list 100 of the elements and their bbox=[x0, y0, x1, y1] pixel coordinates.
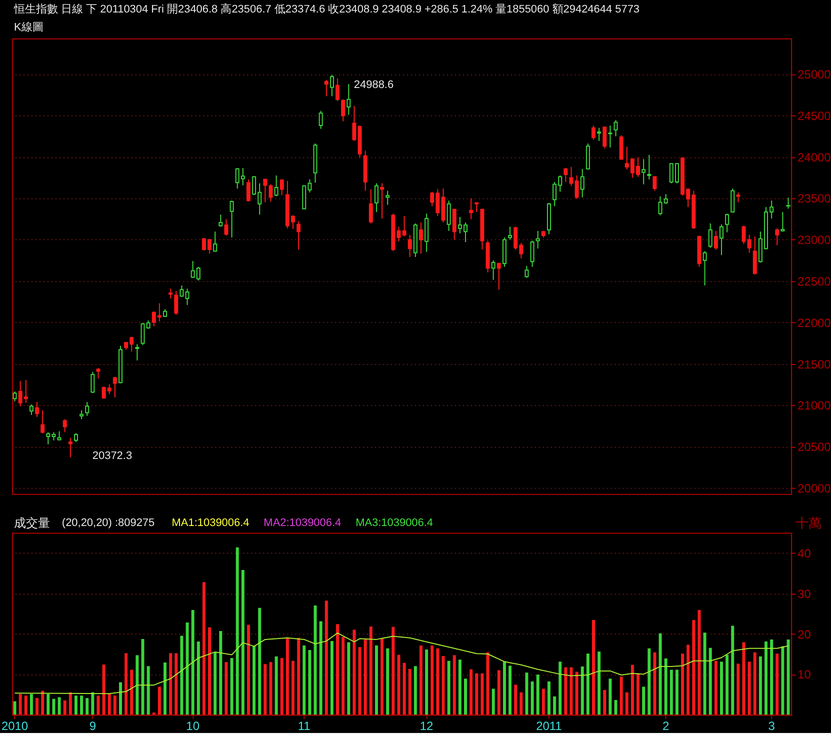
candlestick bbox=[524, 265, 529, 278]
bar bbox=[525, 672, 528, 715]
candlestick bbox=[62, 418, 67, 433]
candlestick bbox=[496, 262, 501, 290]
y-tick-label: 23000 bbox=[798, 233, 831, 248]
candlestick bbox=[642, 158, 646, 185]
annotation: 24988.6 bbox=[354, 78, 394, 91]
candlestick bbox=[474, 202, 479, 213]
candlestick bbox=[714, 230, 718, 250]
bar bbox=[736, 664, 740, 715]
candlestick bbox=[452, 208, 456, 240]
bar bbox=[180, 636, 184, 715]
bar bbox=[191, 610, 194, 715]
bar bbox=[146, 666, 150, 715]
bar bbox=[553, 696, 556, 715]
candlestick bbox=[502, 236, 506, 268]
candlestick bbox=[280, 178, 284, 196]
bar bbox=[196, 641, 200, 715]
bar bbox=[96, 696, 100, 715]
bar bbox=[731, 626, 734, 715]
candlestick bbox=[90, 371, 95, 394]
bar bbox=[52, 698, 56, 715]
bar bbox=[113, 696, 116, 715]
candlestick bbox=[597, 127, 602, 142]
candlestick bbox=[29, 404, 34, 416]
bar bbox=[169, 653, 172, 715]
y-axis-title: 十萬 bbox=[796, 515, 822, 530]
y-tick-label: 24500 bbox=[798, 108, 831, 123]
bar bbox=[442, 656, 445, 715]
candlestick bbox=[85, 401, 90, 416]
bar bbox=[91, 692, 94, 715]
annotation: 20372.3 bbox=[92, 450, 132, 462]
candlestick bbox=[96, 367, 100, 379]
bar bbox=[536, 674, 540, 715]
bar bbox=[314, 606, 317, 715]
bar bbox=[336, 624, 340, 715]
bar bbox=[269, 662, 272, 715]
candlestick bbox=[68, 437, 72, 458]
bar bbox=[630, 664, 634, 715]
bar bbox=[46, 694, 50, 715]
candlestick bbox=[230, 200, 234, 238]
bar bbox=[224, 662, 228, 715]
candlestick bbox=[341, 98, 346, 122]
bar bbox=[625, 692, 628, 715]
bar bbox=[297, 638, 300, 715]
candlestick bbox=[324, 79, 328, 97]
bar bbox=[497, 670, 500, 715]
bar bbox=[58, 697, 61, 715]
bar bbox=[620, 676, 623, 715]
bar bbox=[675, 670, 678, 715]
bar bbox=[214, 652, 217, 715]
bar bbox=[430, 646, 434, 715]
y-tick-label: 23500 bbox=[798, 192, 831, 206]
bar bbox=[246, 624, 250, 715]
bar bbox=[480, 673, 484, 715]
y-tick-label: 22500 bbox=[798, 274, 831, 289]
candlestick bbox=[35, 401, 40, 418]
candlestick bbox=[218, 214, 223, 228]
bar bbox=[30, 694, 33, 715]
candlestick bbox=[742, 225, 746, 245]
candlestick bbox=[719, 224, 724, 256]
bar bbox=[164, 662, 167, 715]
candlestick bbox=[174, 290, 178, 316]
bar bbox=[18, 694, 22, 715]
candlestick bbox=[318, 110, 323, 130]
bar bbox=[452, 655, 456, 715]
candlestick bbox=[586, 142, 590, 170]
bar bbox=[475, 673, 478, 715]
bar bbox=[292, 660, 295, 715]
candlestick bbox=[57, 430, 62, 441]
candlestick bbox=[747, 234, 752, 254]
candlestick bbox=[386, 190, 390, 206]
bar bbox=[748, 662, 751, 715]
chart-subtitle: K線圖 bbox=[14, 21, 44, 34]
candlestick bbox=[408, 234, 412, 258]
bar bbox=[230, 658, 234, 715]
candlestick bbox=[602, 126, 607, 149]
candlestick bbox=[418, 222, 423, 254]
candlestick bbox=[780, 212, 785, 232]
candlestick bbox=[614, 120, 618, 137]
bar bbox=[80, 696, 84, 715]
bar bbox=[174, 653, 178, 715]
bar bbox=[36, 698, 39, 715]
x-tick-label: 10 bbox=[186, 719, 200, 734]
bar bbox=[124, 653, 128, 715]
candlestick bbox=[402, 215, 406, 237]
bar bbox=[575, 672, 578, 715]
candlestick bbox=[424, 213, 429, 252]
x-tick-label: 2011 bbox=[536, 719, 562, 734]
bar bbox=[186, 622, 189, 715]
bar bbox=[252, 646, 256, 715]
candlestick bbox=[330, 74, 334, 97]
bar bbox=[308, 650, 312, 715]
bar bbox=[358, 647, 362, 715]
candlestick bbox=[536, 230, 540, 250]
bar bbox=[714, 660, 718, 715]
chart-subtitle: (20,20,20) :809275 bbox=[62, 516, 155, 529]
bar bbox=[508, 666, 512, 715]
candlestick bbox=[736, 192, 740, 203]
candlestick bbox=[368, 188, 373, 224]
